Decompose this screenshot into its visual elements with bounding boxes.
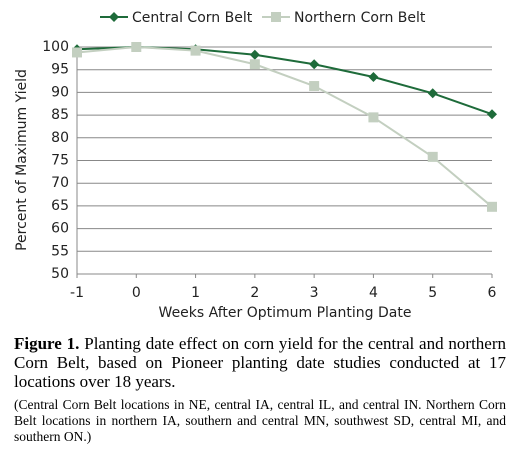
marker xyxy=(72,47,82,58)
x-tick-label: -1 xyxy=(70,285,84,301)
marker xyxy=(368,112,379,123)
y-tick-label: 100 xyxy=(42,39,69,55)
y-axis-label: Percent of Maximum Yield xyxy=(14,69,30,251)
marker xyxy=(190,45,201,56)
chart: Percent of Maximum Yield Weeks After Opt… xyxy=(14,10,497,321)
y-tick-label: 55 xyxy=(51,243,69,259)
x-tick-label: 5 xyxy=(428,285,437,301)
legend-label: Central Corn Belt xyxy=(132,10,253,26)
y-tick-label: 95 xyxy=(51,62,69,78)
y-tick-label: 90 xyxy=(51,84,69,100)
marker xyxy=(131,42,142,52)
y-tick-label: 70 xyxy=(51,175,69,191)
caption-main: Figure 1. Planting date effect on corn y… xyxy=(14,334,506,391)
x-tick-label: 3 xyxy=(310,285,319,301)
x-tick-label: 4 xyxy=(369,285,378,301)
marker xyxy=(249,59,260,70)
y-tick-label: 65 xyxy=(51,198,69,214)
legend-marker xyxy=(109,12,119,22)
marker xyxy=(427,151,438,162)
series-line xyxy=(76,45,493,116)
caption: Figure 1. Planting date effect on corn y… xyxy=(14,334,506,445)
marker xyxy=(368,71,379,82)
marker xyxy=(249,49,260,60)
caption-text: Planting date effect on corn yield for t… xyxy=(14,334,506,391)
legend-marker xyxy=(271,12,281,22)
x-axis-label: Weeks After Optimum Planting Date xyxy=(159,305,412,321)
y-tick-label: 80 xyxy=(51,130,69,146)
series-line xyxy=(76,45,493,208)
y-tick-label: 85 xyxy=(51,107,69,123)
caption-note: (Central Corn Belt locations in NE, cent… xyxy=(14,397,506,444)
x-tick-label: 2 xyxy=(250,285,259,301)
x-tick-label: 1 xyxy=(191,285,200,301)
marker xyxy=(309,59,320,70)
marker xyxy=(487,109,497,120)
y-tick-label: 50 xyxy=(51,266,69,282)
marker xyxy=(487,201,497,212)
marker xyxy=(309,81,320,92)
caption-label: Figure 1. xyxy=(14,334,80,353)
legend-label: Northern Corn Belt xyxy=(294,10,426,26)
x-tick-label: 6 xyxy=(488,285,497,301)
y-tick-label: 75 xyxy=(51,153,69,169)
y-tick-label: 60 xyxy=(51,221,69,237)
marker xyxy=(427,88,438,99)
x-tick-label: 0 xyxy=(132,285,141,301)
